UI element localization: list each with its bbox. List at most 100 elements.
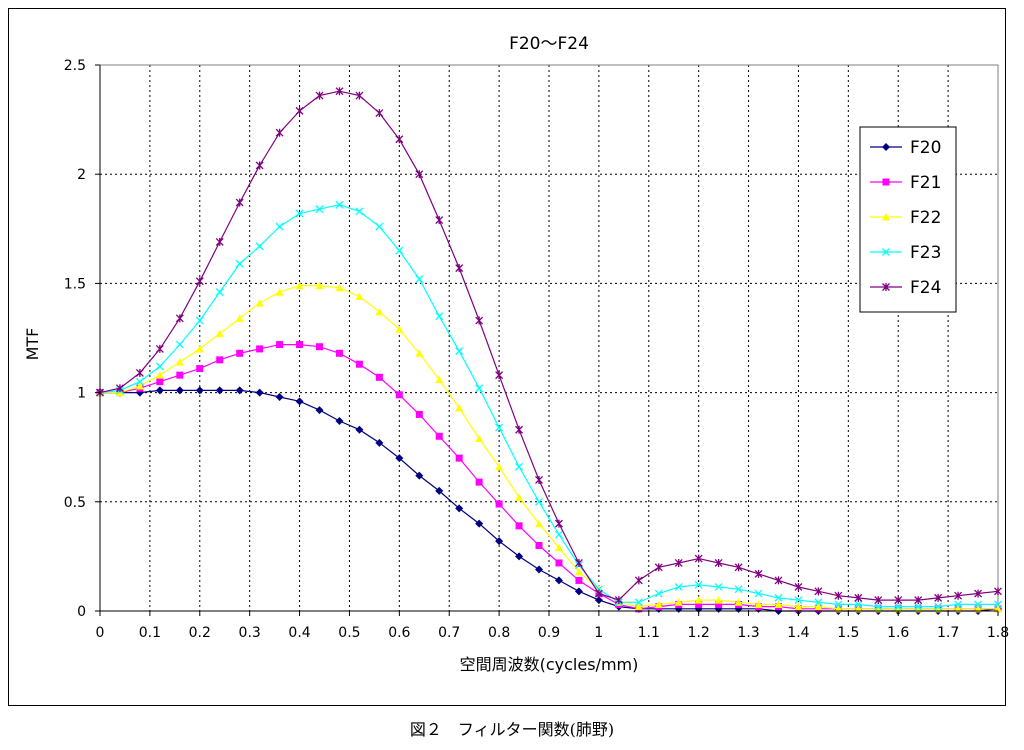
data-point (215, 386, 224, 395)
data-point (694, 596, 703, 604)
data-point (455, 454, 463, 462)
data-point (155, 371, 164, 379)
x-tick-label: 0.7 (438, 625, 460, 641)
y-tick-label: 0.5 (64, 495, 86, 511)
data-point (335, 200, 344, 209)
data-point (195, 277, 204, 286)
data-point (176, 371, 184, 379)
data-point (854, 600, 863, 609)
data-point (415, 410, 423, 418)
x-tick-label: 0.8 (488, 625, 510, 641)
series-line (99, 204, 998, 608)
data-point (834, 604, 843, 613)
data-point (195, 386, 204, 395)
data-point (814, 602, 823, 611)
data-point (435, 432, 443, 440)
data-point (594, 589, 603, 598)
grid (100, 65, 998, 611)
x-tick-label: 0 (96, 625, 105, 641)
data-point (754, 569, 763, 578)
data-point (774, 593, 783, 602)
data-point (295, 397, 304, 406)
data-point (734, 598, 743, 606)
data-point (994, 604, 1002, 613)
data-point (435, 312, 444, 321)
legend-label: F23 (910, 243, 941, 263)
legend-marker (882, 143, 890, 151)
x-tick-label: 0.4 (288, 625, 310, 641)
data-point (415, 471, 424, 480)
data-point (235, 259, 244, 268)
data-point (196, 365, 204, 373)
data-point (435, 375, 444, 383)
legend-box (859, 126, 957, 313)
data-point (934, 602, 943, 611)
data-point (255, 388, 264, 397)
data-point (215, 329, 224, 338)
data-point (335, 416, 344, 425)
data-point (475, 434, 484, 442)
data-point (455, 347, 464, 356)
data-point (295, 209, 304, 218)
data-point (515, 462, 524, 471)
data-point (216, 356, 224, 364)
data-point (874, 604, 883, 613)
data-point (255, 242, 264, 251)
data-point (355, 425, 364, 434)
data-point (255, 299, 264, 307)
data-point (654, 600, 663, 608)
data-point (236, 349, 244, 357)
data-point (256, 345, 264, 353)
data-point (135, 368, 144, 377)
data-point (894, 604, 903, 613)
data-point (316, 343, 324, 351)
data-point (235, 314, 244, 322)
data-point (834, 600, 843, 609)
data-point (774, 600, 783, 608)
legend-label: F22 (910, 208, 941, 228)
data-point (475, 384, 484, 393)
data-point (914, 604, 923, 613)
data-point (535, 565, 544, 574)
data-point (276, 341, 284, 349)
data-point (155, 362, 164, 371)
x-tick-label: 1.6 (887, 625, 909, 641)
data-point (455, 504, 464, 513)
data-point (495, 500, 503, 508)
x-tick-label: 0.3 (239, 625, 261, 641)
data-point (355, 207, 364, 216)
data-point (794, 602, 803, 611)
data-point (435, 486, 444, 495)
data-point (415, 275, 424, 283)
y-tick-label: 2 (77, 167, 86, 183)
data-point (395, 246, 404, 255)
data-point (115, 384, 124, 393)
x-tick-label: 0.6 (388, 625, 410, 641)
data-point (854, 604, 863, 613)
data-point (295, 106, 304, 115)
data-point (155, 386, 164, 395)
data-point (974, 600, 983, 609)
data-point (994, 587, 1002, 596)
data-point (395, 135, 404, 144)
data-point (754, 600, 763, 608)
legend-item: F24 (870, 278, 941, 298)
x-axis-title: 空間周波数(cycles/mm) (460, 655, 639, 674)
data-point (195, 316, 204, 325)
data-point (535, 519, 544, 528)
legend-label: F24 (910, 278, 941, 298)
data-point (395, 325, 404, 333)
data-point (695, 600, 703, 608)
data-point (674, 598, 683, 606)
data-point (275, 392, 284, 401)
data-point (215, 237, 224, 246)
data-point (315, 91, 324, 100)
data-point (235, 386, 244, 395)
data-point (155, 344, 164, 353)
data-point (535, 497, 543, 506)
data-point (135, 377, 144, 386)
data-point (115, 388, 124, 397)
data-point (156, 378, 164, 386)
data-point (914, 602, 923, 611)
data-point (734, 563, 743, 572)
